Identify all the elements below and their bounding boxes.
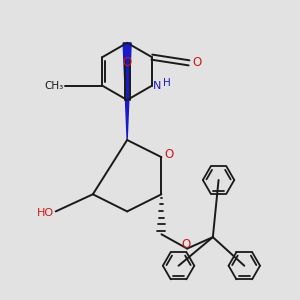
Text: H: H [163, 78, 170, 88]
Text: HO: HO [37, 208, 54, 218]
Text: CH₃: CH₃ [45, 81, 64, 91]
Polygon shape [123, 43, 131, 140]
Text: N: N [123, 45, 131, 55]
Text: O: O [122, 56, 132, 69]
Text: O: O [164, 148, 173, 161]
Text: O: O [193, 56, 202, 69]
Text: N: N [153, 81, 162, 91]
Text: O: O [181, 238, 190, 251]
